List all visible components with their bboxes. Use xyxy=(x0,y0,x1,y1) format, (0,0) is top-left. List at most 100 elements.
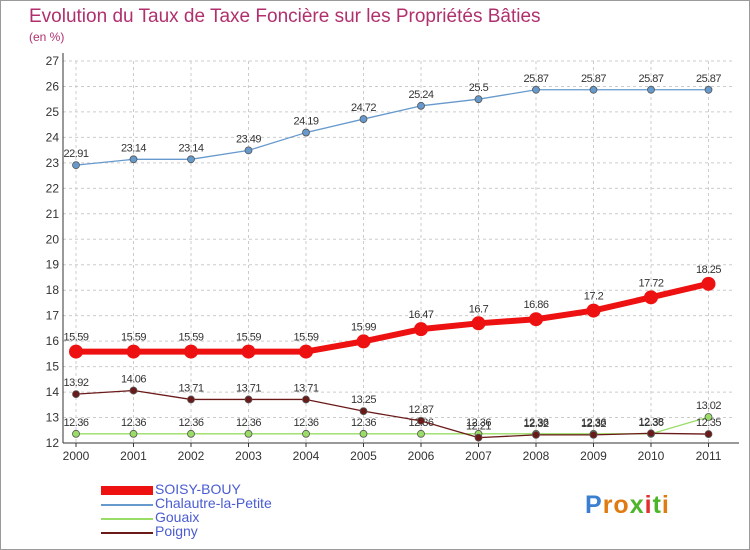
data-label-gouaix-2009: 12.36 xyxy=(581,417,606,429)
y-tick-label-14: 14 xyxy=(46,385,60,399)
y-tick-label-26: 26 xyxy=(46,79,60,93)
data-point-gouaix-2011 xyxy=(704,413,713,421)
data-point-soisy-bouy-2001 xyxy=(126,344,141,359)
data-point-poigny-2006 xyxy=(417,416,425,425)
y-tick-label-17: 17 xyxy=(46,309,60,323)
legend-label-poigny: Poigny xyxy=(155,523,198,539)
data-label-poigny-2010: 12.38 xyxy=(638,416,663,428)
legend-swatch-chalautre xyxy=(101,504,153,506)
x-tick-label-2005: 2005 xyxy=(350,449,377,463)
data-label-gouaix-2007: 12.36 xyxy=(466,417,491,429)
data-label-poigny-2006: 12.87 xyxy=(408,404,433,416)
data-label-chalautre-la-petite-2009: 25.87 xyxy=(581,73,606,85)
data-label-poigny-2007: 12.21 xyxy=(466,421,491,433)
data-label-poigny-2002: 13.71 xyxy=(178,382,203,394)
data-point-soisy-bouy-2007 xyxy=(471,316,486,331)
data-label-soisy-bouy-2009: 17.2 xyxy=(584,291,604,303)
data-point-chalautre-la-petite-2008 xyxy=(532,85,540,94)
y-tick-label-18: 18 xyxy=(46,283,60,297)
data-label-gouaix-2005: 12.36 xyxy=(351,417,376,429)
data-label-soisy-bouy-2011: 18.25 xyxy=(696,264,721,276)
data-point-gouaix-2004 xyxy=(302,429,310,438)
data-point-soisy-bouy-2000 xyxy=(69,344,83,359)
data-label-gouaix-2004: 12.36 xyxy=(293,417,318,429)
y-tick-label-12: 12 xyxy=(46,436,60,450)
data-point-chalautre-la-petite-2007 xyxy=(474,95,483,104)
data-label-soisy-bouy-2003: 15.59 xyxy=(236,332,261,344)
y-tick-label-25: 25 xyxy=(46,105,60,119)
data-point-chalautre-la-petite-2002 xyxy=(187,155,195,164)
data-point-poigny-2010 xyxy=(647,429,655,438)
data-label-poigny-2011: 12.35 xyxy=(696,417,721,429)
y-tick-label-20: 20 xyxy=(46,232,60,246)
data-point-soisy-bouy-2006 xyxy=(414,322,428,337)
data-point-chalautre-la-petite-2009 xyxy=(589,85,598,94)
unit-label: (en %) xyxy=(29,30,65,44)
data-label-poigny-2009: 12.32 xyxy=(581,418,606,430)
y-tick-label-13: 13 xyxy=(46,411,60,425)
data-point-gouaix-2003 xyxy=(244,429,253,438)
y-tick-label-21: 21 xyxy=(46,207,60,221)
data-point-soisy-bouy-2008 xyxy=(529,312,543,327)
data-point-poigny-2011 xyxy=(704,430,713,438)
data-label-soisy-bouy-2010: 17.72 xyxy=(638,277,663,289)
data-label-gouaix-2001: 12.36 xyxy=(121,417,146,429)
data-label-chalautre-la-petite-2010: 25.87 xyxy=(638,73,663,85)
data-label-gouaix-2002: 12.36 xyxy=(178,417,203,429)
x-tick-label-2000: 2000 xyxy=(63,449,90,463)
data-point-soisy-bouy-2005 xyxy=(356,334,371,349)
data-point-poigny-2008 xyxy=(532,430,540,439)
data-point-gouaix-2000 xyxy=(72,429,80,438)
y-tick-label-27: 27 xyxy=(46,54,60,68)
legend-label-chalautre: Chalautre-la-Petite xyxy=(155,495,272,511)
x-tick-label-2008: 2008 xyxy=(523,449,550,463)
data-label-soisy-bouy-2006: 16.47 xyxy=(408,309,433,321)
x-tick-label-2007: 2007 xyxy=(465,449,492,463)
data-point-chalautre-la-petite-2005 xyxy=(359,115,368,123)
data-label-chalautre-la-petite-2002: 23.14 xyxy=(178,142,203,154)
x-tick-label-2009: 2009 xyxy=(580,449,607,463)
y-tick-label-19: 19 xyxy=(46,258,60,272)
x-tick-label-2006: 2006 xyxy=(408,449,435,463)
data-label-gouaix-2000: 12.36 xyxy=(63,417,88,429)
data-label-chalautre-la-petite-2000: 22.91 xyxy=(63,148,88,160)
series-line-gouaix xyxy=(76,416,709,435)
legend-swatch-soisy-bouy xyxy=(101,486,153,495)
data-point-soisy-bouy-2010 xyxy=(644,290,658,305)
legend-swatch-gouaix xyxy=(101,518,153,520)
data-label-chalautre-la-petite-2001: 23.14 xyxy=(121,142,146,154)
data-point-poigny-2009 xyxy=(589,430,598,439)
data-point-soisy-bouy-2009 xyxy=(586,303,601,318)
data-point-chalautre-la-petite-2003 xyxy=(244,146,253,155)
x-tick-label-2011: 2011 xyxy=(696,449,722,463)
x-tick-label-2003: 2003 xyxy=(235,449,262,463)
series-line-chalautre-la-petite xyxy=(75,89,709,166)
series-line-poigny xyxy=(75,389,709,439)
data-point-soisy-bouy-2011 xyxy=(701,276,716,291)
y-tick-label-23: 23 xyxy=(46,156,60,170)
data-label-chalautre-la-petite-2008: 25.87 xyxy=(523,73,548,85)
data-label-chalautre-la-petite-2003: 23.49 xyxy=(236,133,261,145)
data-point-soisy-bouy-2004 xyxy=(299,344,313,359)
data-point-chalautre-la-petite-2004 xyxy=(302,128,310,137)
series-line-soisy-bouy xyxy=(76,280,710,355)
data-point-poigny-2001 xyxy=(129,386,138,395)
data-point-chalautre-la-petite-2000 xyxy=(72,161,80,170)
x-tick-label-2001: 2001 xyxy=(120,449,147,463)
data-label-gouaix-2008: 12.36 xyxy=(523,417,548,429)
data-point-gouaix-2002 xyxy=(187,429,195,438)
data-point-gouaix-2005 xyxy=(359,429,368,438)
proxiti-logo: Proxiti xyxy=(585,491,670,519)
y-tick-label-22: 22 xyxy=(46,181,60,195)
legend-swatch-poigny xyxy=(101,532,153,534)
y-tick-label-24: 24 xyxy=(46,130,60,144)
data-point-gouaix-2006 xyxy=(417,429,425,438)
data-label-chalautre-la-petite-2005: 24.72 xyxy=(351,102,376,114)
data-point-chalautre-la-petite-2001 xyxy=(129,155,138,164)
data-label-chalautre-la-petite-2006: 25.24 xyxy=(408,89,433,101)
legend-label-gouaix: Gouaix xyxy=(155,509,200,525)
data-label-chalautre-la-petite-2011: 25.87 xyxy=(696,73,721,85)
data-label-chalautre-la-petite-2007: 25.5 xyxy=(469,82,489,94)
